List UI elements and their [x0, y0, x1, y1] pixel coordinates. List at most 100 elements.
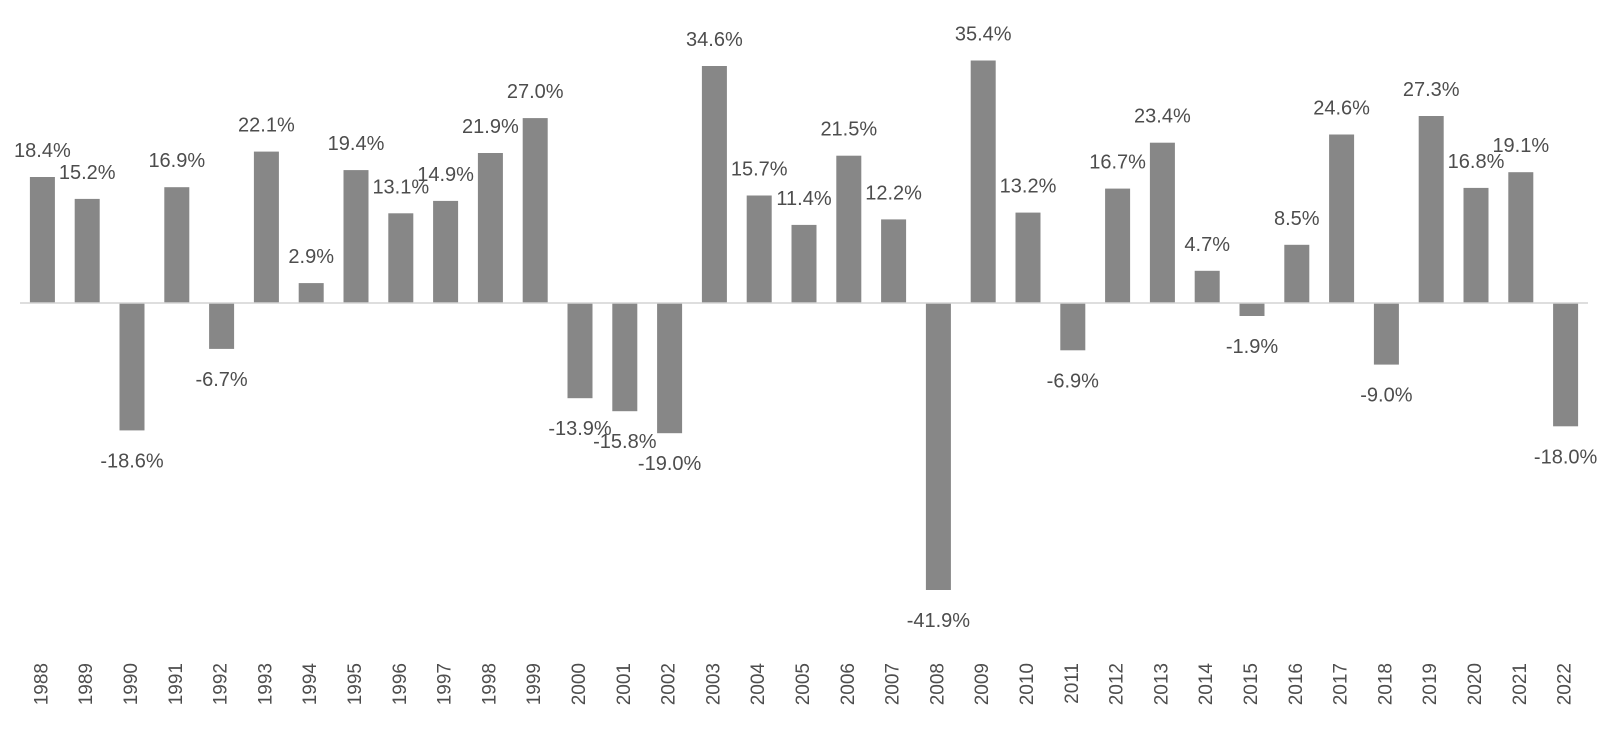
bar-2005	[791, 224, 817, 303]
bar-2013	[1149, 142, 1175, 303]
x-tick-label-1997: 1997	[435, 663, 456, 705]
x-tick-label-1994: 1994	[300, 663, 321, 706]
data-label-2007: 12.2%	[865, 182, 922, 204]
data-label-1999: 27.0%	[507, 81, 564, 103]
bar-2017	[1329, 134, 1355, 303]
data-label-1989: 15.2%	[59, 162, 116, 184]
data-label-2010: 13.2%	[1000, 176, 1057, 198]
bar-2021	[1508, 172, 1534, 303]
bar-2001	[612, 303, 638, 412]
x-tick-label-2018: 2018	[1375, 663, 1396, 705]
x-tick-label-1988: 1988	[31, 663, 52, 705]
x-tick-label-2006: 2006	[838, 663, 859, 705]
bar-2011	[1060, 303, 1086, 351]
data-label-2018: -9.0%	[1360, 385, 1412, 407]
x-tick-label-2008: 2008	[927, 663, 948, 705]
x-tick-label-2007: 2007	[883, 663, 904, 705]
data-label-1996: 13.1%	[372, 176, 429, 198]
data-label-1998: 21.9%	[462, 116, 519, 138]
data-label-1995: 19.4%	[328, 133, 385, 155]
bar-2022	[1553, 303, 1579, 427]
bar-1991	[164, 187, 190, 303]
x-tick-label-2015: 2015	[1241, 663, 1262, 705]
data-label-2013: 23.4%	[1134, 106, 1191, 128]
bar-1988	[29, 177, 55, 303]
data-label-2016: 8.5%	[1274, 208, 1320, 230]
x-tick-label-1990: 1990	[121, 663, 142, 705]
x-tick-label-2011: 2011	[1062, 663, 1083, 704]
x-tick-label-2002: 2002	[659, 663, 680, 705]
x-tick-label-2005: 2005	[793, 663, 814, 705]
bar-1993	[253, 151, 279, 303]
bar-2004	[746, 195, 772, 303]
data-label-1991: 16.9%	[148, 150, 205, 172]
x-tick-label-2004: 2004	[748, 663, 769, 706]
data-label-2019: 27.3%	[1403, 79, 1460, 101]
bar-2006	[836, 155, 862, 303]
bar-2007	[881, 219, 907, 303]
bar-2009	[970, 60, 996, 303]
data-label-1992: -6.7%	[195, 369, 247, 391]
x-tick-label-1998: 1998	[479, 663, 500, 705]
data-label-1990: -18.6%	[100, 450, 164, 472]
bar-1997	[433, 200, 459, 303]
data-label-2005: 11.4%	[776, 188, 831, 210]
bar-2003	[701, 66, 727, 303]
x-tick-label-2012: 2012	[1107, 663, 1128, 705]
data-label-2021: 19.1%	[1492, 135, 1549, 157]
bar-1990	[119, 303, 145, 431]
data-label-2017: 24.6%	[1313, 98, 1370, 120]
bar-1995	[343, 170, 369, 303]
data-label-1994: 2.9%	[288, 246, 334, 268]
data-label-2008: -41.9%	[907, 610, 971, 632]
data-label-2002: -19.0%	[638, 453, 702, 475]
bars-layer	[29, 60, 1579, 590]
x-tick-label-2021: 2021	[1510, 663, 1531, 705]
x-tick-label-1989: 1989	[76, 663, 97, 705]
bar-1999	[522, 118, 548, 303]
x-tick-label-2020: 2020	[1465, 663, 1486, 705]
x-tick-label-2014: 2014	[1196, 663, 1217, 706]
bar-2012	[1105, 188, 1131, 303]
x-tick-label-1992: 1992	[211, 663, 232, 705]
bar-2010	[1015, 212, 1041, 303]
x-tick-label-2019: 2019	[1420, 663, 1441, 705]
x-tick-label-1993: 1993	[255, 663, 276, 705]
x-tick-label-2001: 2001	[614, 663, 635, 705]
bar-2008	[925, 303, 951, 590]
x-tick-label-2016: 2016	[1286, 663, 1307, 705]
data-labels-layer: 18.4%15.2% -18.6% 16.9% -6.7% 22.1% 2.9% 19.4%…	[14, 24, 1597, 633]
bar-2014	[1194, 270, 1220, 303]
bar-2020	[1463, 187, 1489, 303]
bar-2015	[1239, 303, 1265, 316]
x-tick-label-2009: 2009	[972, 663, 993, 705]
bar-1994	[298, 283, 324, 303]
x-tick-label-2010: 2010	[1017, 663, 1038, 705]
data-label-1997: 14.9%	[417, 164, 474, 186]
x-tick-label-2000: 2000	[569, 663, 590, 705]
bar-1989	[74, 198, 100, 303]
data-label-2000: -13.9%	[548, 418, 612, 440]
bar-2019	[1418, 116, 1444, 303]
data-label-2012: 16.7%	[1089, 152, 1146, 174]
bar-2000	[567, 303, 593, 399]
bar-2016	[1284, 244, 1310, 303]
data-label-2003: 34.6%	[686, 29, 743, 51]
x-tick-labels-layer: 1988 1989 1990 1991 1992 1993 1994 1995 1996 1997…	[31, 663, 1575, 706]
data-label-1993: 22.1%	[238, 115, 295, 137]
bar-1998	[477, 153, 503, 303]
bar-2002	[657, 303, 683, 434]
data-label-2009: 35.4%	[955, 24, 1012, 46]
x-tick-label-1996: 1996	[390, 663, 411, 705]
x-tick-label-1999: 1999	[524, 663, 545, 705]
x-tick-label-1991: 1991	[166, 663, 187, 705]
data-label-2022: -18.0%	[1534, 446, 1598, 468]
data-label-2014: 4.7%	[1184, 234, 1230, 256]
data-label-2015: -1.9%	[1226, 336, 1278, 358]
x-tick-label-2022: 2022	[1555, 663, 1576, 705]
data-label-2020: 16.8%	[1448, 151, 1505, 173]
x-tick-label-2003: 2003	[703, 663, 724, 705]
data-label-1988: 18.4%	[14, 140, 71, 162]
bar-2018	[1373, 303, 1399, 365]
